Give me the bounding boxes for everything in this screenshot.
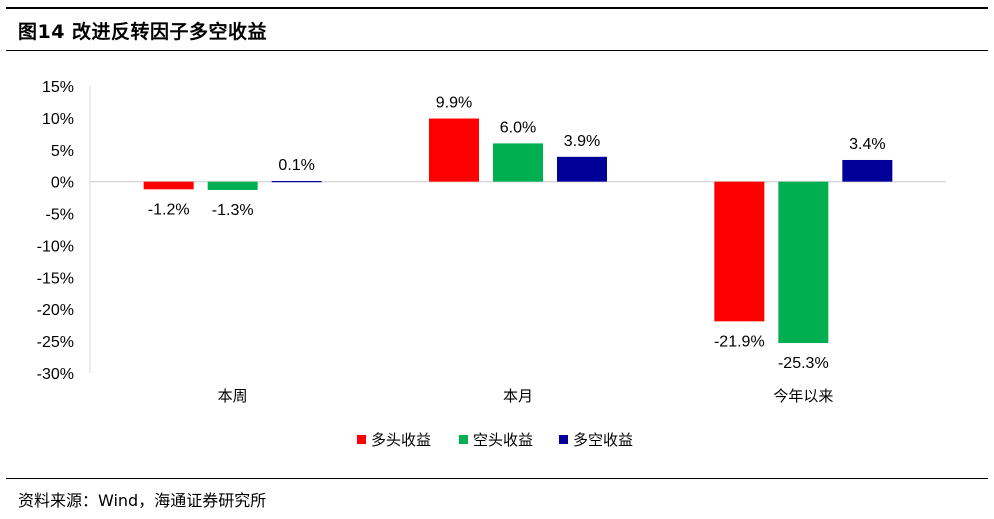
data-label: -21.9% [714,333,765,350]
data-label: -25.3% [778,355,829,372]
bottom-rule [6,478,988,479]
data-label: 3.9% [564,133,600,150]
x-tick-label: 本周 [218,388,248,405]
bar [557,156,607,182]
source-note: 资料来源：Wind，海通证券研究所 [18,491,267,510]
y-tick-label: 0% [51,175,74,192]
y-tick-label: -15% [37,270,74,287]
bar [207,181,258,190]
bar [271,181,322,183]
bar [429,118,479,182]
data-label: -1.2% [148,201,190,218]
data-label: 6.0% [500,119,536,136]
chart-title: 图14 改进反转因子多空收益 [18,21,268,43]
data-label: 9.9% [436,95,472,112]
bar [493,143,543,182]
title-rule [6,50,988,51]
bar [842,159,893,182]
y-tick-label: 5% [51,143,74,160]
y-tick-label: -5% [46,207,74,224]
top-rule [6,7,988,9]
bar [778,181,829,344]
y-tick-label: 15% [42,79,74,96]
legend-swatch [459,435,468,444]
y-tick-label: -30% [37,366,74,383]
data-label: 0.1% [278,157,314,174]
x-tick-label: 本月 [503,388,533,405]
y-tick-label: 10% [42,111,74,128]
data-label: -1.3% [212,202,254,219]
bar [714,181,765,322]
x-tick-label: 今年以来 [773,388,833,405]
bar [143,181,194,190]
legend-swatch [357,435,366,444]
y-tick-label: -20% [37,302,74,319]
y-tick-label: -10% [37,238,74,255]
legend-label: 多头收益 [371,432,431,449]
data-label: 3.4% [849,136,885,153]
legend-swatch [559,435,568,444]
y-tick-label: -25% [37,334,74,351]
legend-label: 空头收益 [473,432,533,449]
legend-label: 多空收益 [573,432,633,449]
